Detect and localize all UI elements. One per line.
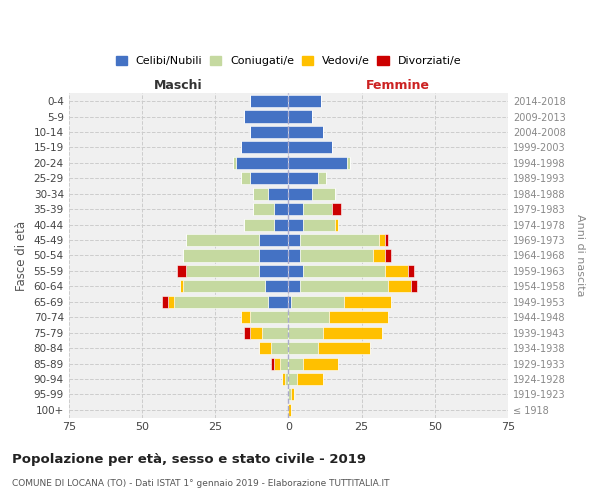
Text: Maschi: Maschi [154,79,203,92]
Bar [303,218,335,230]
Bar [291,388,294,400]
Bar [268,296,289,308]
Bar [303,358,338,370]
Bar [289,234,300,246]
Bar [379,234,385,246]
Bar [335,218,338,230]
Bar [289,404,291,416]
Bar [180,280,183,292]
Bar [297,373,323,385]
Bar [329,311,388,324]
Bar [373,250,385,262]
Bar [259,250,289,262]
Bar [233,157,236,169]
Bar [250,126,289,138]
Bar [289,126,323,138]
Bar [250,311,289,324]
Bar [289,388,291,400]
Bar [271,342,289,354]
Bar [253,188,268,200]
Bar [286,373,289,385]
Text: Femmine: Femmine [366,79,430,92]
Bar [274,358,280,370]
Bar [177,265,186,277]
Bar [317,172,326,184]
Bar [274,218,289,230]
Bar [289,203,303,215]
Bar [174,296,268,308]
Bar [289,265,303,277]
Bar [244,218,274,230]
Bar [347,157,350,169]
Bar [289,342,317,354]
Bar [253,203,274,215]
Text: COMUNE DI LOCANA (TO) - Dati ISTAT 1° gennaio 2019 - Elaborazione TUTTITALIA.IT: COMUNE DI LOCANA (TO) - Dati ISTAT 1° ge… [12,479,389,488]
Bar [289,188,312,200]
Bar [312,188,335,200]
Bar [236,157,289,169]
Bar [317,342,370,354]
Bar [283,373,286,385]
Bar [168,296,174,308]
Y-axis label: Fasce di età: Fasce di età [15,220,28,290]
Bar [262,326,289,338]
Y-axis label: Anni di nascita: Anni di nascita [575,214,585,296]
Bar [289,326,323,338]
Bar [163,296,168,308]
Bar [241,311,250,324]
Bar [289,110,312,122]
Bar [300,280,388,292]
Bar [250,172,289,184]
Bar [291,296,344,308]
Bar [412,280,417,292]
Bar [289,218,303,230]
Bar [250,95,289,107]
Bar [289,296,291,308]
Bar [241,172,250,184]
Bar [344,296,391,308]
Bar [289,172,317,184]
Bar [244,326,250,338]
Bar [289,250,300,262]
Bar [250,326,262,338]
Bar [241,142,289,154]
Text: Popolazione per età, sesso e stato civile - 2019: Popolazione per età, sesso e stato civil… [12,452,366,466]
Bar [268,188,289,200]
Bar [289,311,329,324]
Bar [323,326,382,338]
Bar [274,203,289,215]
Bar [388,280,412,292]
Bar [385,265,409,277]
Bar [183,280,265,292]
Bar [289,157,347,169]
Bar [300,250,373,262]
Legend: Celibi/Nubili, Coniugati/e, Vedovi/e, Divorziati/e: Celibi/Nubili, Coniugati/e, Vedovi/e, Di… [113,54,463,68]
Bar [409,265,414,277]
Bar [289,95,320,107]
Bar [289,142,332,154]
Bar [183,250,259,262]
Bar [303,203,332,215]
Bar [186,265,259,277]
Bar [244,110,289,122]
Bar [280,358,289,370]
Bar [265,280,289,292]
Bar [289,280,300,292]
Bar [332,203,341,215]
Bar [385,250,391,262]
Bar [300,234,379,246]
Bar [289,373,297,385]
Bar [259,342,271,354]
Bar [271,358,274,370]
Bar [385,234,388,246]
Bar [259,234,289,246]
Bar [259,265,289,277]
Bar [303,265,385,277]
Bar [289,358,303,370]
Bar [186,234,259,246]
